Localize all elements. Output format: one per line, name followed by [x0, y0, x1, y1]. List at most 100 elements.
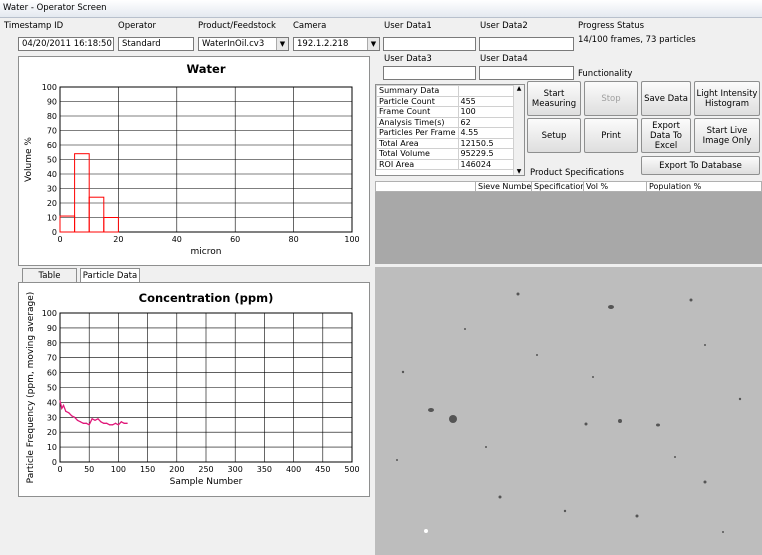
y-tick-label: 80	[47, 112, 57, 121]
live-image-button[interactable]: Start Live Image Only	[694, 118, 760, 153]
x-tick-label: 450	[315, 465, 330, 474]
concentration-point	[126, 422, 128, 424]
y-tick-label: 80	[47, 339, 57, 348]
concentration-point	[85, 422, 87, 424]
histogram-bar	[103, 217, 119, 233]
concentration-point	[123, 422, 125, 424]
export-database-button[interactable]: Export To Database	[641, 156, 760, 175]
start-measuring-button[interactable]: Start Measuring	[527, 81, 581, 116]
spec-col-sieve[interactable]: Sieve Number	[478, 182, 532, 191]
concentration-point	[109, 424, 111, 426]
concentration-point	[117, 424, 119, 426]
summary-key: Particle Count	[376, 95, 459, 107]
x-tick-label: 500	[344, 465, 359, 474]
y-tick-label: 40	[47, 398, 57, 407]
y-tick-label: 20	[47, 199, 57, 208]
scroll-down-icon[interactable]: ▼	[516, 168, 522, 175]
scroll-up-icon[interactable]: ▲	[516, 85, 522, 92]
stop-button[interactable]: Stop	[584, 81, 638, 116]
concentration-point	[106, 422, 108, 424]
histogram-bar	[88, 196, 105, 233]
timestamp-field[interactable]: 04/20/2011 16:18:50	[18, 37, 114, 51]
histogram-bar	[74, 153, 90, 233]
summary-table: Summary Data Particle Count 455 Frame Coun…	[376, 85, 524, 170]
x-tick-label: 40	[172, 235, 182, 244]
camera-label: Camera	[293, 21, 327, 31]
user-data4-field[interactable]	[479, 66, 574, 80]
concentration-point	[100, 421, 102, 423]
x-tick-label: 350	[257, 465, 272, 474]
x-tick-label: 0	[57, 235, 62, 244]
chart-title: Water	[186, 62, 225, 76]
tab-table[interactable]: Table	[22, 268, 77, 283]
x-tick-label: 60	[230, 235, 240, 244]
x-tick-label: 0	[57, 465, 62, 474]
x-tick-label: 300	[228, 465, 243, 474]
user-data3-field[interactable]	[383, 66, 476, 80]
y-tick-label: 30	[47, 185, 57, 194]
y-tick-label: 20	[47, 428, 57, 437]
spec-col-specification[interactable]: Specification	[534, 182, 584, 191]
summary-key: ROI Area	[376, 158, 459, 170]
x-tick-label: 100	[344, 235, 359, 244]
concentration-point	[111, 424, 114, 426]
light-histogram-button[interactable]: Light Intensity Histogram	[694, 81, 760, 116]
concentration-point	[71, 415, 73, 417]
user-data4-label: User Data4	[480, 54, 528, 64]
y-tick-label: 50	[47, 156, 57, 165]
y-tick-label: 90	[47, 98, 57, 107]
concentration-point	[91, 418, 93, 420]
concentration-point	[59, 400, 61, 402]
summary-key: Total Area	[376, 137, 459, 149]
y-axis-label: Particle Frequency (ppm, moving average)	[26, 292, 36, 484]
summary-scrollbar[interactable]: ▲ ▼	[513, 85, 524, 175]
y-tick-label: 40	[47, 170, 57, 179]
y-tick-label: 0	[52, 458, 57, 467]
concentration-point	[88, 424, 90, 426]
user-data2-field[interactable]	[479, 37, 574, 51]
summary-header: Summary Data	[376, 85, 459, 97]
spec-col-vol[interactable]: Vol %	[584, 182, 647, 191]
tab-particle-data[interactable]: Particle Data	[80, 268, 140, 283]
summary-row: Total Area 12150.5	[376, 137, 524, 149]
plot-frame	[59, 312, 353, 463]
print-button[interactable]: Print	[584, 118, 638, 153]
concentration-point	[79, 421, 82, 423]
y-tick-label: 100	[42, 309, 57, 318]
concentration-point	[74, 416, 76, 418]
user-data1-field[interactable]	[383, 37, 476, 51]
x-axis-label: Sample Number	[170, 477, 243, 487]
chevron-down-icon[interactable]: ▼	[367, 38, 379, 50]
y-axis-label: Volume %	[24, 137, 34, 182]
camera-select[interactable]: 192.1.2.218 ▼	[293, 37, 380, 51]
camera-image	[375, 267, 762, 555]
concentration-point	[76, 419, 79, 421]
y-tick-label: 60	[47, 141, 57, 150]
export-excel-button[interactable]: Export Data To Excel	[641, 118, 691, 153]
concentration-point	[82, 422, 84, 424]
operator-field[interactable]: Standard	[118, 37, 194, 51]
concentration-point	[120, 421, 122, 423]
setup-button[interactable]: Setup	[527, 118, 581, 153]
summary-key: Frame Count	[376, 106, 459, 118]
y-tick-label: 90	[47, 324, 57, 333]
user-data3-label: User Data3	[384, 54, 432, 64]
chevron-down-icon[interactable]: ▼	[276, 38, 288, 50]
concentration-point	[114, 422, 117, 424]
y-tick-label: 70	[47, 354, 57, 363]
summary-row: Particles Per Frame 4.55	[376, 127, 524, 139]
user-data2-label: User Data2	[480, 21, 528, 31]
concentration-chart-panel: Concentration (ppm) 0 50 100 150 200 250 300 350…	[18, 282, 370, 497]
concentration-point	[65, 410, 67, 412]
y-tick-label: 60	[47, 369, 57, 378]
product-select[interactable]: WaterInOil.cv3 ▼	[198, 37, 289, 51]
summary-row: Frame Count 100	[376, 106, 524, 118]
concentration-point	[94, 419, 96, 421]
x-tick-label: 80	[289, 235, 299, 244]
operator-label: Operator	[118, 21, 157, 31]
spec-col-population[interactable]: Population %	[649, 182, 702, 191]
x-tick-label: 400	[286, 465, 301, 474]
y-tick-label: 0	[52, 228, 57, 237]
save-data-button[interactable]: Save Data	[641, 81, 691, 116]
product-specs-body	[375, 192, 762, 264]
